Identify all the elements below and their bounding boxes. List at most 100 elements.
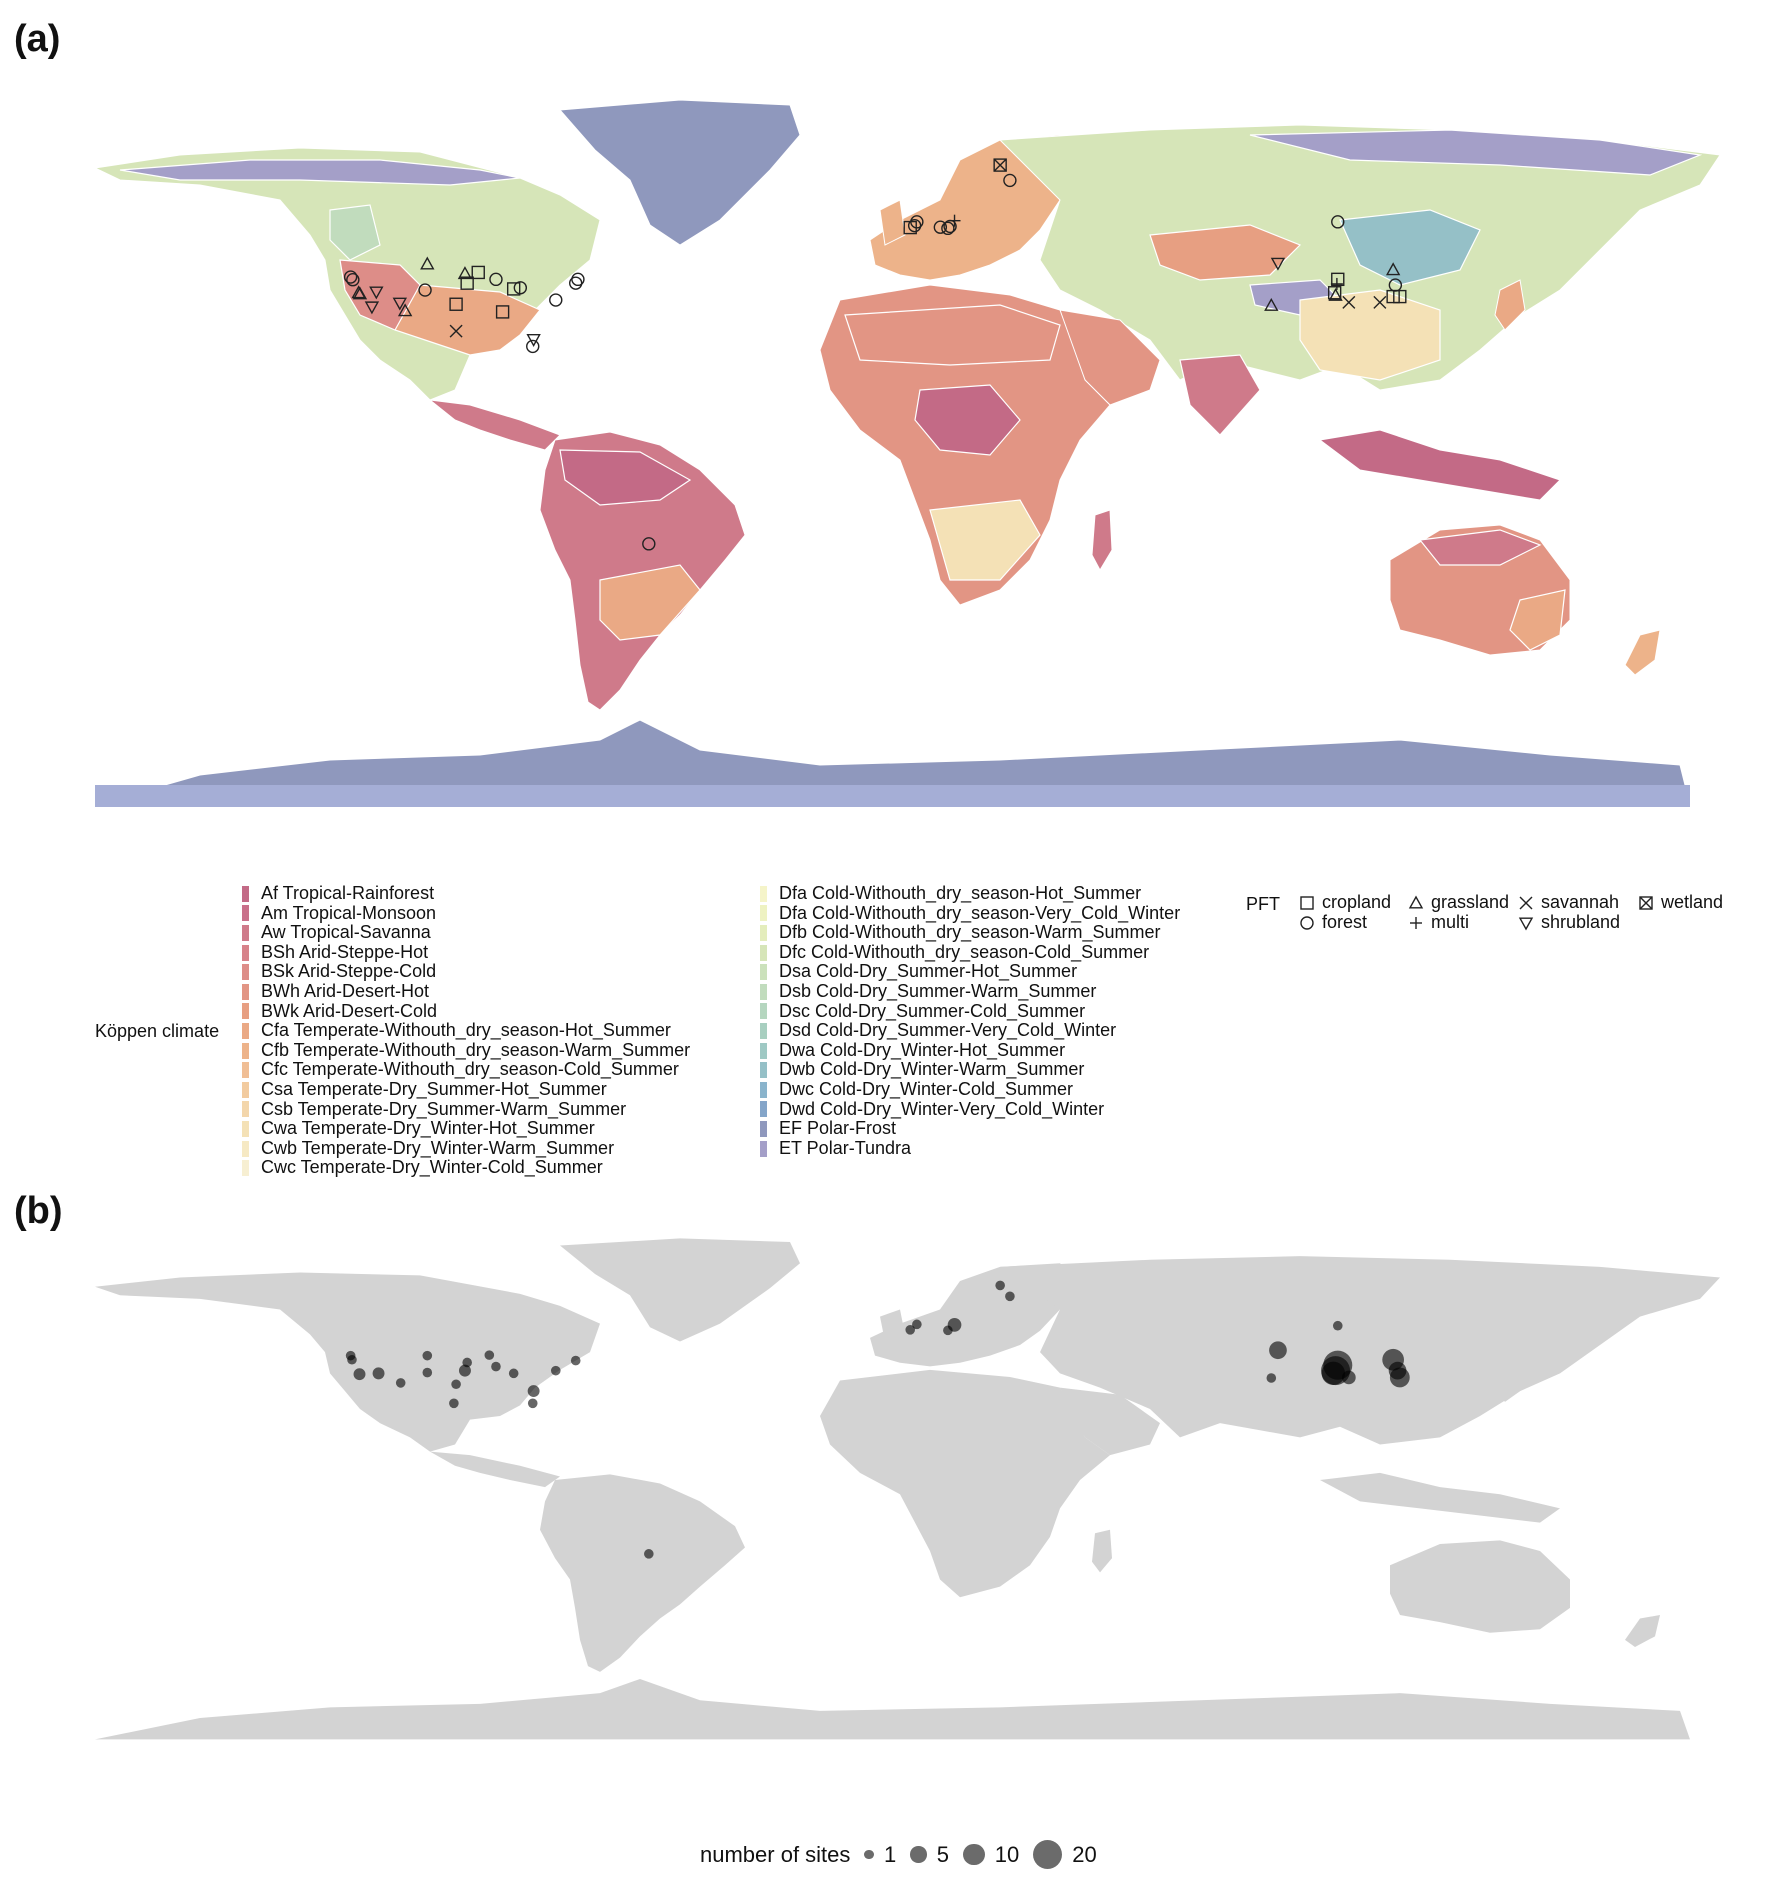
site-marker-square: [449, 297, 463, 311]
shrubland-symbol-icon: [1518, 916, 1534, 930]
australia-landmass-grey: [1390, 1540, 1570, 1633]
pft-legend-item: savannah: [1517, 892, 1619, 913]
southern-africa-temperate: [929, 499, 1041, 581]
uk-landmass: [879, 199, 906, 246]
size-legend-dot: [864, 1849, 874, 1860]
greenland-landmass-grey: [560, 1238, 800, 1342]
madagascar-landmass: [1091, 509, 1113, 572]
pft-legend-label: shrubland: [1541, 912, 1621, 932]
pft-legend-label: savannah: [1541, 892, 1620, 912]
climate-swatch: [760, 1101, 767, 1118]
site-marker-circle: [933, 220, 948, 234]
site-marker-circle: [1003, 173, 1017, 188]
multi-symbol-icon: [1410, 916, 1422, 929]
japan-landmass: [1494, 279, 1526, 331]
site-marker-square: [1331, 272, 1345, 287]
climate-legend-label: Cwc Temperate-Dry_Winter-Cold_Summer: [261, 1157, 603, 1178]
site-count-dot: [449, 1398, 459, 1409]
climate-legend-item: EF Polar-Frost: [760, 1119, 1180, 1139]
climate-legend-item: Dfa Cold-Withouth_dry_season-Very_Cold_W…: [760, 903, 1180, 924]
site-marker-circle: [642, 537, 656, 551]
europe-landmass: [869, 134, 1081, 281]
climate-legend-title: Köppen climate: [95, 1021, 220, 1041]
climate-legend-item: Cwb Temperate-Dry_Winter-Warm_Summer: [242, 1138, 690, 1159]
climate-swatch: [242, 1120, 249, 1137]
site-count-dot: [508, 1368, 519, 1379]
climate-swatch: [242, 1022, 249, 1039]
climate-legend-item: Cfa Temperate-Withouth_dry_season-Hot_Su…: [242, 1021, 690, 1041]
climate-legend-label: Cwa Temperate-Dry_Winter-Hot_Summer: [261, 1118, 595, 1139]
climate-legend-label: Csa Temperate-Dry_Summer-Hot_Summer: [261, 1078, 607, 1099]
climate-legend-label: Af Tropical-Rainforest: [261, 883, 435, 903]
climate-legend-label: Dwd Cold-Dry_Winter-Very_Cold_Winter: [779, 1098, 1105, 1119]
site-marker-plus: [948, 214, 961, 227]
site-marker-triangle-down: [392, 297, 408, 311]
site-count-dot: [527, 1398, 538, 1409]
site-count-dot: [570, 1355, 581, 1366]
climate-swatch: [760, 1003, 767, 1020]
west-us-tundra: [329, 204, 381, 261]
pft-legend-label: wetland: [1661, 892, 1724, 912]
climate-legend-item: BWh Arid-Desert-Hot: [242, 981, 690, 1002]
pft-legend-title: PFT: [1246, 894, 1280, 914]
climate-legend-item: BSh Arid-Steppe-Hot: [242, 942, 690, 963]
site-count-dot: [644, 1549, 654, 1559]
central-america-landmass-grey: [430, 1451, 560, 1488]
climate-legend-item: Csa Temperate-Dry_Summer-Hot_Summer: [242, 1078, 690, 1100]
site-marker-circle: [346, 273, 360, 287]
climate-legend-label: Dsc Cold-Dry_Summer-Cold_Summer: [779, 1000, 1086, 1021]
climate-legend-item: Csb Temperate-Dry_Summer-Warm_Summer: [242, 1099, 690, 1120]
climate-swatch: [242, 964, 249, 981]
site-count-dot: [1389, 1367, 1410, 1388]
climate-legend-item: BSk Arid-Steppe-Cold: [242, 962, 690, 982]
climate-legend-label: Dfc Cold-Withouth_dry_season-Cold_Summer: [779, 941, 1150, 962]
climate-swatch: [760, 1042, 767, 1059]
site-marker-triangle-up: [1385, 262, 1401, 276]
climate-swatch: [760, 924, 767, 941]
size-legend-label: 1: [884, 1841, 897, 1867]
savannah-symbol-icon: [1519, 896, 1533, 909]
site-count-dot: [995, 1280, 1005, 1291]
site-marker-square: [460, 276, 474, 290]
climate-legend-label: Dsa Cold-Dry_Summer-Hot_Summer: [779, 961, 1078, 982]
climate-swatch: [760, 1062, 767, 1079]
climate-legend-label: Dwc Cold-Dry_Winter-Cold_Summer: [779, 1078, 1074, 1099]
site-count-dot: [451, 1379, 461, 1390]
pft-legend-item: shrubland: [1517, 912, 1620, 933]
climate-legend-label: BWk Arid-Desert-Cold: [261, 1000, 438, 1021]
climate-legend-label: ET Polar-Tundra: [779, 1137, 912, 1158]
climate-legend-item: Dwd Cold-Dry_Winter-Very_Cold_Winter: [760, 1098, 1180, 1120]
site-marker-square: [506, 282, 521, 296]
india-monsoon: [1179, 354, 1261, 436]
arabia-landmass-grey: [1060, 1387, 1160, 1456]
climate-swatch: [760, 1120, 767, 1137]
southeast-asia-landmass: [1318, 429, 1561, 501]
climate-swatch: [242, 885, 249, 902]
site-marker-circle: [1331, 215, 1345, 229]
australia-southeast-temperate: [1509, 589, 1566, 651]
climate-swatch: [760, 1140, 767, 1157]
climate-legend-item: Dsc Cold-Dry_Summer-Cold_Summer: [760, 1000, 1180, 1022]
southeast-asia-landmass-grey: [1320, 1472, 1560, 1523]
pft-legend-item: multi: [1407, 912, 1469, 933]
climate-swatch: [760, 1081, 767, 1098]
wetland-symbol-icon: [1639, 895, 1653, 910]
site-count-dot: [947, 1318, 962, 1332]
uk-landmass-grey: [880, 1309, 905, 1342]
mongolia-desert: [1149, 224, 1302, 281]
climate-swatch: [242, 1101, 249, 1118]
site-marker-circle: [910, 215, 924, 229]
site-count-dot: [458, 1364, 471, 1377]
size-legend-item: 1: [864, 1842, 896, 1868]
climate-swatch: [760, 1022, 767, 1039]
site-marker-circle: [549, 293, 563, 307]
climate-legend-label: Dwa Cold-Dry_Winter-Hot_Summer: [779, 1039, 1066, 1060]
pft-legend-label: grassland: [1431, 892, 1510, 912]
canada-tundra: [119, 159, 521, 186]
climate-legend-item: Dfa Cold-Withouth_dry_season-Hot_Summer: [760, 883, 1180, 904]
asia-landmass-grey: [1000, 1256, 1720, 1445]
size-legend-dot: [1033, 1840, 1063, 1870]
site-count-dot: [905, 1325, 916, 1335]
site-count-dot: [422, 1350, 433, 1361]
pft-legend-label: cropland: [1322, 892, 1392, 912]
